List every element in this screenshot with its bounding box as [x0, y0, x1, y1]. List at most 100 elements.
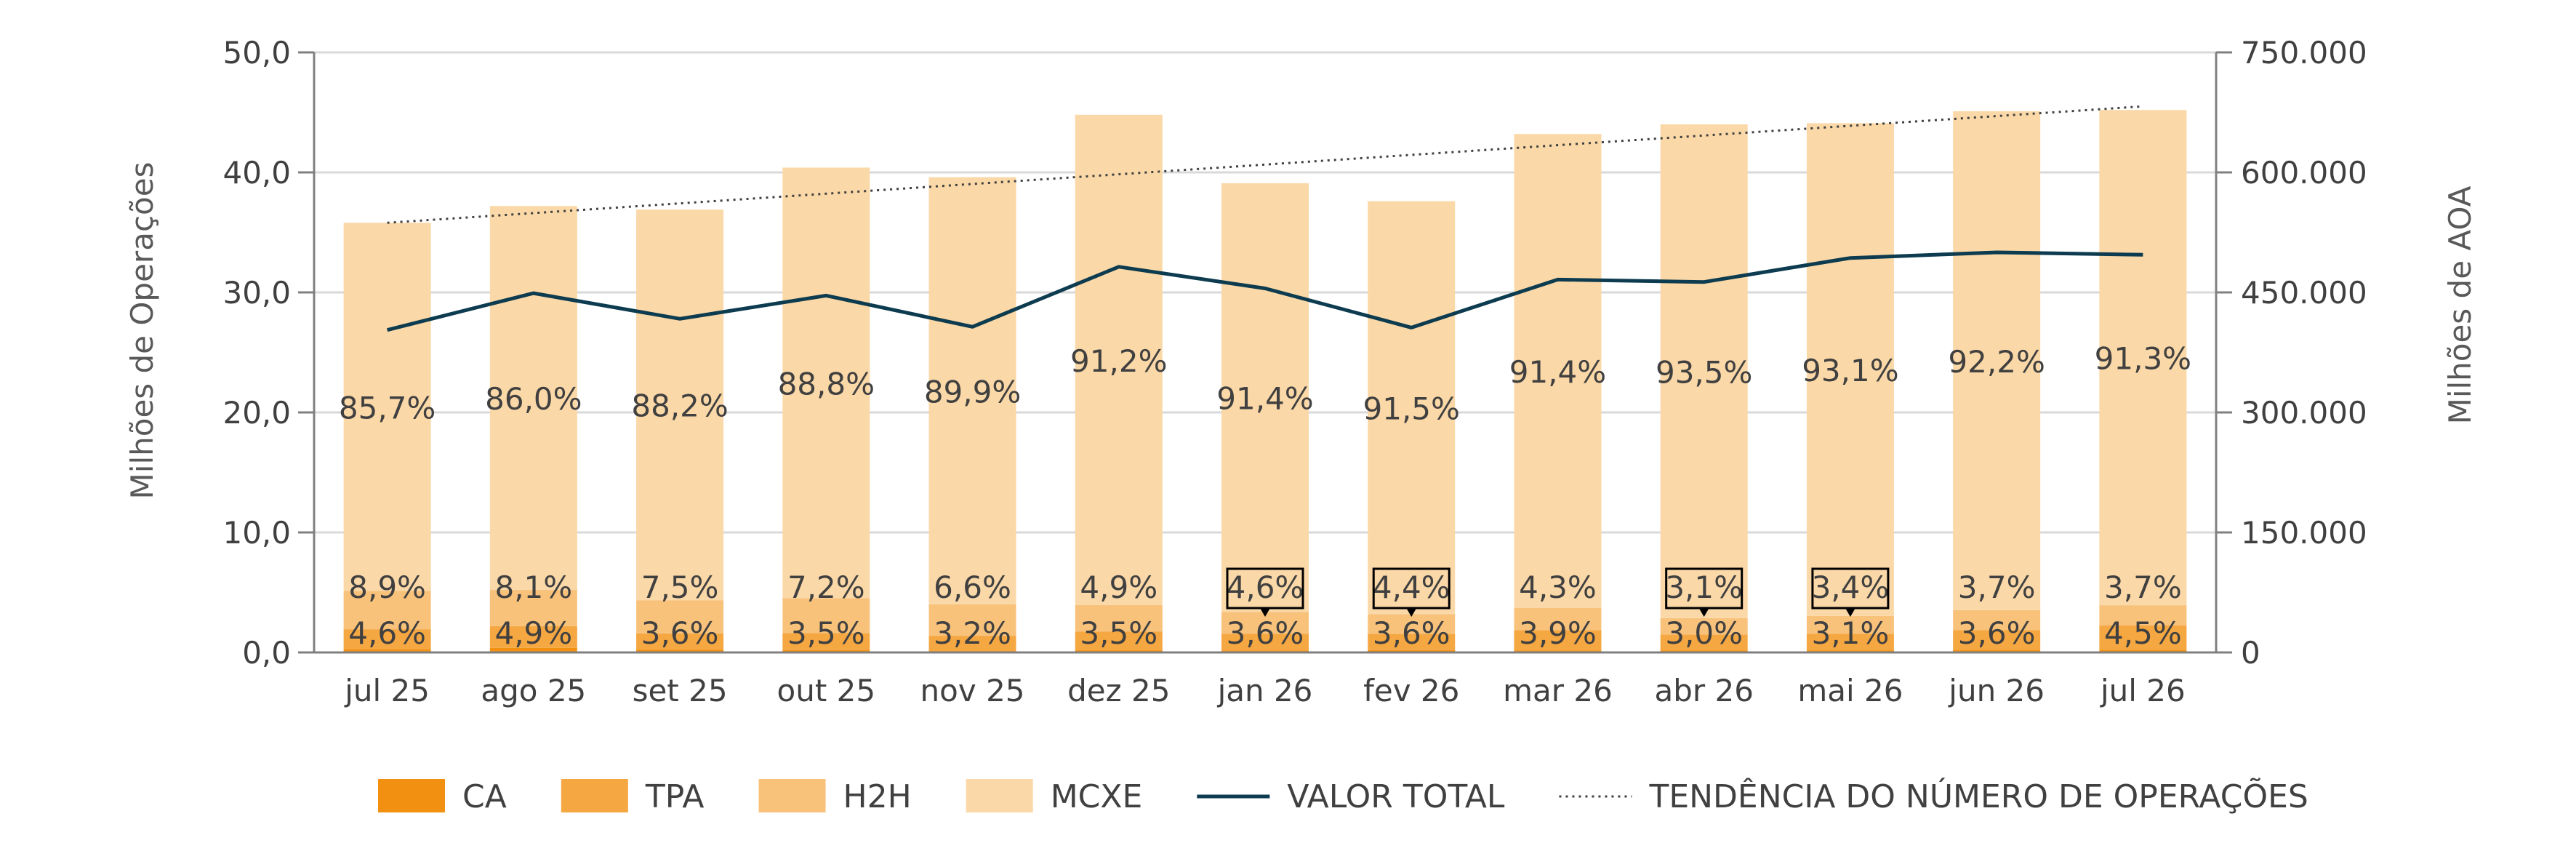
- x-axis-tick-label: out 25: [777, 673, 876, 708]
- bar-segment-tpa: [1953, 630, 2041, 650]
- x-axis-tick-label: abr 26: [1654, 673, 1753, 708]
- left-axis-tick-label: 20,0: [222, 395, 291, 431]
- mcxe-share-label: 85,7%: [339, 390, 436, 425]
- bar-segment-ca: [782, 650, 870, 652]
- bar-segment-h2h: [1806, 615, 1894, 634]
- tpa-share-label: 3,9%: [1519, 615, 1597, 651]
- bar-segment-mcxe: [1368, 201, 1456, 615]
- bar-segment-mcxe: [636, 209, 724, 601]
- tpa-share-label: 4,5%: [2104, 615, 2182, 651]
- legend-item-h2h: H2H: [758, 778, 912, 815]
- mcxe-share-label: 91,4%: [1216, 381, 1313, 417]
- x-axis-tick-label: set 25: [633, 673, 728, 708]
- h2h-share-label: 8,1%: [494, 570, 572, 605]
- bar-segment-tpa: [1221, 634, 1309, 651]
- right-axis-title: Milhões de AOA: [2442, 185, 2478, 424]
- legend-label: TPA: [645, 778, 705, 815]
- legend-label: CA: [462, 778, 507, 815]
- h2h-share-label: 4,4%: [1373, 570, 1450, 605]
- bar-segment-ca: [636, 649, 724, 652]
- bar-segment-ca: [2099, 650, 2187, 652]
- tpa-share-label: 3,1%: [1812, 615, 1890, 651]
- bar-segment-tpa: [928, 636, 1016, 652]
- bar-segment-h2h: [2099, 605, 2187, 626]
- bar-segment-tpa: [2099, 625, 2187, 650]
- h2h-share-label: 3,4%: [1812, 570, 1890, 605]
- h2h-share-label: 4,3%: [1519, 570, 1597, 605]
- h2h-share-label: 4,9%: [1080, 570, 1157, 605]
- left-axis-tick-label: 0,0: [242, 635, 291, 671]
- x-axis-tick-label: nov 25: [920, 673, 1025, 708]
- mcxe-share-label: 88,2%: [631, 388, 728, 424]
- bar-segment-tpa: [1660, 634, 1748, 651]
- h2h-share-label: 8,9%: [348, 570, 426, 605]
- bar-segment-tpa: [1368, 634, 1456, 650]
- h2h-share-label: 4,6%: [1227, 570, 1304, 605]
- tpa-share-label: 3,6%: [1227, 615, 1304, 651]
- bar-segment-h2h: [928, 604, 1016, 636]
- h2h-share-label: 7,2%: [787, 570, 865, 605]
- left-axis-tick-label: 10,0: [222, 515, 291, 551]
- bar-segment-h2h: [1953, 610, 2041, 631]
- bar-segment-h2h: [636, 600, 724, 634]
- tpa-share-label: 3,6%: [641, 615, 719, 651]
- left-axis-tick-label: 40,0: [222, 155, 291, 191]
- bar-segment-tpa: [1514, 630, 1602, 651]
- mcxe-share-label: 91,5%: [1363, 391, 1460, 426]
- h2h-label-pointer: [1260, 608, 1270, 617]
- h2h-label-pointer: [1845, 608, 1855, 617]
- legend-label: TENDÊNCIA DO NÚMERO DE OPERAÇÕES: [1648, 777, 2308, 815]
- mcxe-share-label: 93,1%: [1802, 353, 1898, 388]
- tpa-share-label: 3,5%: [1080, 615, 1157, 651]
- x-axis-tick-label: fev 26: [1363, 673, 1459, 708]
- tpa-share-label: 3,0%: [1665, 615, 1743, 651]
- x-axis-tick-label: jul 26: [2100, 673, 2186, 708]
- valor-total-line: [387, 250, 2143, 332]
- mcxe-share-label: 91,4%: [1509, 354, 1606, 390]
- bar-segment-tpa: [636, 633, 724, 650]
- x-axis-tick-label: mar 26: [1503, 673, 1613, 708]
- bar-segment-tpa: [1806, 634, 1894, 651]
- right-axis-tick-label: 0: [2241, 635, 2260, 671]
- legend-item-tend-ncia-do-n-mero-de-opera-es: TENDÊNCIA DO NÚMERO DE OPERAÇÕES: [1559, 777, 2308, 815]
- bar-segment-mcxe: [489, 206, 577, 591]
- bar-segment-mcxe: [343, 223, 431, 591]
- x-axis-tick-label: jul 25: [344, 673, 430, 708]
- legend-item-mcxe: MCXE: [966, 778, 1142, 815]
- h2h-share-label: 3,7%: [2104, 570, 2182, 605]
- x-axis-tick-label: dez 25: [1067, 673, 1170, 708]
- left-axis-title: Milhões de Operações: [124, 162, 160, 500]
- bar-segment-h2h: [1368, 614, 1456, 634]
- bar-segment-mcxe: [1514, 134, 1602, 608]
- bar-segment-mcxe: [1221, 183, 1309, 612]
- bar-segment-h2h: [1075, 604, 1163, 632]
- bar-segment-mcxe: [1806, 123, 1894, 616]
- x-axis-tick-label: jun 26: [1948, 673, 2045, 708]
- bar-segment-h2h: [1660, 618, 1748, 635]
- bar-segment-tpa: [782, 633, 870, 650]
- bar-segment-mcxe: [2099, 110, 2187, 606]
- legend-label: VALOR TOTAL: [1287, 778, 1505, 815]
- h2h-label-pointer: [1698, 608, 1709, 617]
- bar-segment-ca: [489, 647, 577, 652]
- tpa-share-label: 3,6%: [1373, 615, 1450, 651]
- axes: 0,0 10,0 20,0 30,0 40,0 50,0 0 150.000 300.000 45…: [124, 35, 2478, 708]
- bar-segment-mcxe: [1075, 114, 1163, 605]
- bar-segment-mcxe: [1953, 111, 2041, 610]
- h2h-share-label: 6,6%: [934, 570, 1011, 605]
- x-axis-tick-label: mai 26: [1797, 673, 1903, 708]
- x-axis-tick-label: ago 25: [481, 673, 586, 708]
- bar-segment-mcxe: [928, 177, 1016, 605]
- legend: CA TPA H2H MCXE VALOR TOTAL TENDÊNCIA DO NÚME…: [378, 777, 2308, 815]
- mcxe-share-label: 91,2%: [1070, 343, 1167, 379]
- left-axis-tick-label: 50,0: [222, 35, 291, 71]
- legend-swatch: [378, 779, 445, 812]
- bar-segment-mcxe: [1660, 124, 1748, 618]
- mcxe-share-label: 92,2%: [1948, 344, 2045, 380]
- bar-segment-tpa: [1075, 631, 1163, 651]
- right-axis-tick-label: 300.000: [2241, 395, 2367, 431]
- h2h-share-label: 7,5%: [641, 570, 719, 605]
- mcxe-share-label: 91,3%: [2095, 341, 2191, 377]
- legend-item-tpa: TPA: [561, 778, 705, 815]
